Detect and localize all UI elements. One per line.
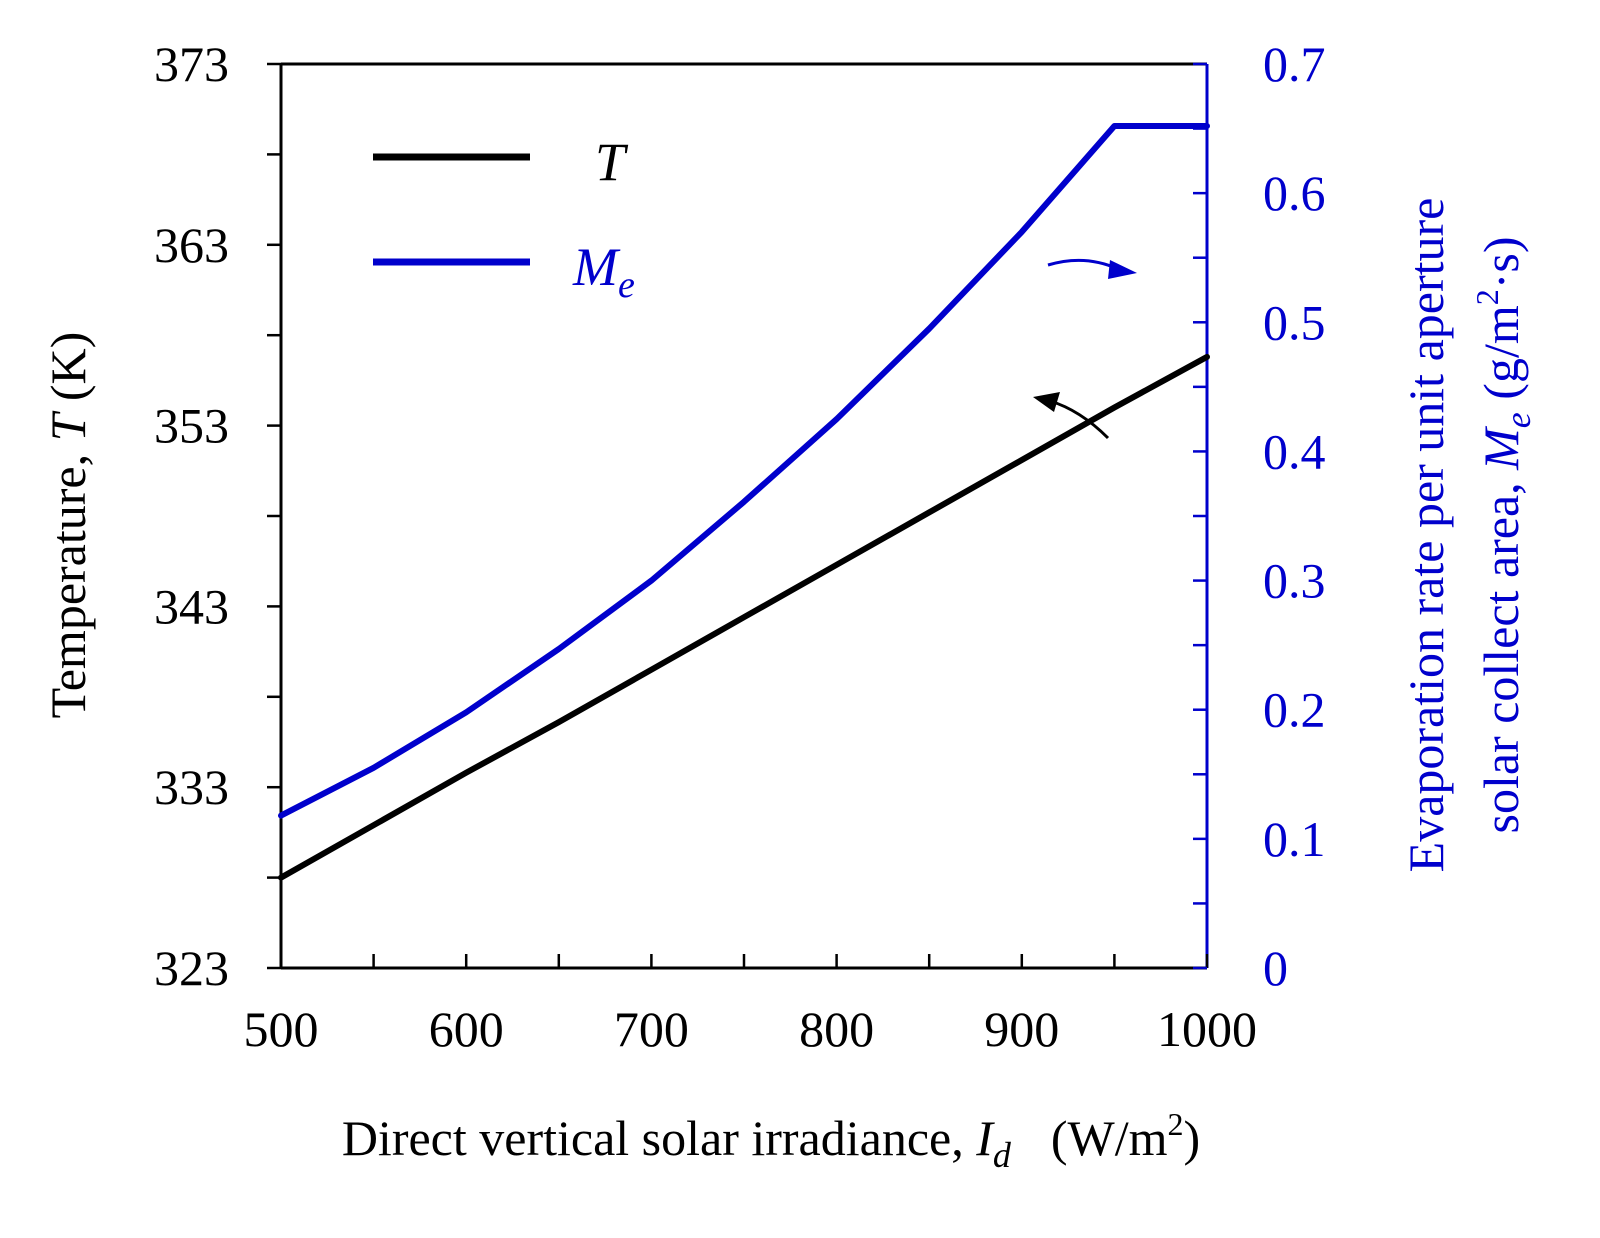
series-line-M (278, 123, 1210, 819)
x-axis-title-unit-sup: 2 (1168, 1106, 1184, 1142)
plot-frame (279, 62, 1209, 970)
right-y-axis-title-unit-end: ·s) (1473, 236, 1529, 289)
series-layer (278, 123, 1210, 881)
x-axis-title-unit: (W/m (1051, 1110, 1168, 1166)
y-right-tick-label: 0.5 (1263, 294, 1326, 350)
x-axis-title-main: Direct vertical solar irradiance, (342, 1110, 976, 1166)
left-y-axis-title-symbol: T (40, 410, 96, 441)
right-y-axis-title-line2: solar collect area, Me (g/m2·s) (1469, 236, 1538, 833)
series-line-T (278, 353, 1210, 881)
x-tick-label: 600 (429, 1001, 504, 1057)
right-y-axis-title-symbol: M (1473, 426, 1529, 471)
y-left-tick-label: 353 (154, 398, 229, 454)
right-y-axis-title-unit: (g/m (1473, 305, 1529, 412)
annotation-arrow-right-shaft (1047, 258, 1119, 271)
right-y-axis: 0 0.1 0.2 0.3 0.4 0.5 0.6 0.7 (1193, 36, 1326, 996)
y-right-tick-label: 0.2 (1263, 682, 1326, 738)
x-tick-label: 900 (984, 1001, 1059, 1057)
legend: TMe (373, 132, 635, 306)
right-y-axis-title-main: solar collect area, (1473, 470, 1529, 834)
legend-label-Me-symbol: M (572, 237, 621, 297)
left-y-axis: 323 333 343 353 363 373 (154, 36, 281, 996)
x-tick-label: 700 (614, 1001, 689, 1057)
legend-label-Me-subscript: e (618, 264, 635, 306)
x-axis-title: Direct vertical solar irradiance, Id (W/m… (342, 1106, 1200, 1175)
y-right-tick-label: 0.7 (1263, 36, 1326, 92)
x-axis-title-unit-end: ) (1184, 1110, 1201, 1166)
x-tick-label: 500 (244, 1001, 319, 1057)
y-left-tick-label: 323 (154, 940, 229, 996)
y-right-tick-label: 0.3 (1263, 553, 1326, 609)
right-y-axis-title-subscript: e (1498, 412, 1538, 428)
annotations (1033, 258, 1137, 440)
right-y-axis-title-unit-sup: 2 (1469, 289, 1505, 305)
y-right-tick-label: 0.6 (1263, 165, 1326, 221)
left-y-axis-title: Temperature, T (K) (40, 332, 96, 719)
right-y-axis-title-line1: Evaporation rate per unit aperture (1398, 198, 1454, 873)
left-y-axis-title-unit: (K) (40, 332, 96, 414)
left-y-axis-title-main: Temperature, (40, 441, 96, 718)
x-axis-title-subscript: d (993, 1135, 1012, 1175)
x-axis-title-symbol: I (975, 1110, 995, 1166)
y-right-tick-label: 0.4 (1263, 423, 1326, 479)
y-right-tick-label: 0.1 (1263, 811, 1326, 867)
y-left-tick-label: 333 (154, 759, 229, 815)
y-left-tick-label: 343 (154, 578, 229, 634)
y-left-tick-label: 373 (154, 36, 229, 92)
annotation-arrow-left-head (1033, 392, 1060, 412)
legend-label-Me: Me (572, 237, 635, 306)
y-right-tick-label: 0 (1263, 940, 1288, 996)
x-tick-label: 800 (799, 1001, 874, 1057)
y-left-tick-label: 363 (154, 217, 229, 273)
x-tick-label: 1000 (1157, 1001, 1257, 1057)
annotation-arrow-right-head (1108, 260, 1137, 279)
x-axis: 500 600 700 800 900 1000 (244, 954, 1257, 1057)
legend-label-T: T (595, 132, 629, 192)
